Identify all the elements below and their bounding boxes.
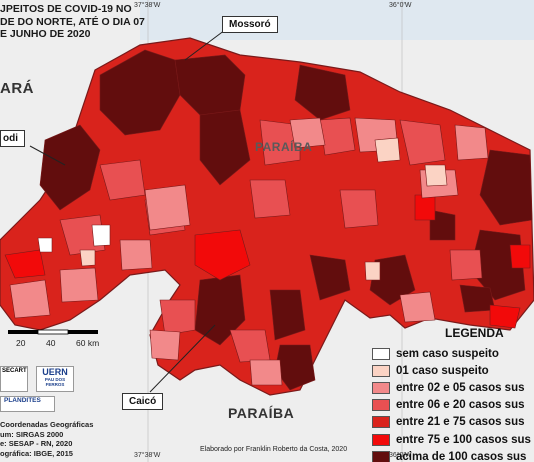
scale-bar: [8, 329, 98, 335]
credit-line-3: e: SESAP - RN, 2020: [0, 439, 73, 448]
credit-line-2: um: SIRGAS 2000: [0, 429, 64, 439]
legend-swatch: [372, 381, 390, 394]
legend-title: LEGENDA: [445, 326, 504, 340]
state-label-paraiba-north: PARAÍBA: [255, 140, 313, 154]
legend-item-02-05: entre 02 e 05 casos sus: [372, 379, 531, 396]
map-credits: Coordenadas Geográficas um: SIRGAS 2000 …: [0, 420, 93, 458]
author-credit: Elaborado por Franklin Roberto da Costa,…: [200, 446, 348, 453]
legend-item-75-100: entre 75 e 100 casos sus: [372, 431, 531, 448]
plandites-logo-text: PLANDITES: [4, 397, 41, 404]
scale-tick-60: 60 km: [76, 338, 100, 348]
legend-swatch: [372, 416, 390, 429]
credit-line-4: ográfica: IBGE, 2015: [0, 448, 73, 458]
legend-label: acima de 100 casos sus: [396, 450, 527, 462]
legend-swatch: [372, 364, 390, 377]
scale-tick-40: 40: [46, 338, 56, 348]
secart-logo-text: SECART: [2, 368, 27, 374]
legend-label: 01 caso suspeito: [396, 364, 489, 377]
municipios-sem-caso: [37, 224, 111, 253]
legend-item-06-20: entre 06 e 20 casos sus: [372, 397, 531, 414]
label-apodi: odi: [0, 130, 25, 147]
scale-tick-20: 20: [16, 338, 26, 348]
legend-item-01-caso: 01 caso suspeito: [372, 362, 531, 379]
credit-line-1: Coordenadas Geográficas: [0, 420, 94, 429]
legend-label: entre 06 e 20 casos sus: [396, 399, 525, 412]
legend-label: entre 02 e 05 casos sus: [396, 381, 525, 394]
leader-line-mossoro: [184, 29, 226, 61]
municipios-acima-100: [39, 49, 533, 391]
legend-label: sem caso suspeito: [396, 347, 499, 360]
leader-line-caico: [149, 324, 216, 393]
municipios-01-caso: [79, 137, 448, 281]
uern-logo-text: UERN: [42, 367, 68, 377]
ocean: [140, 0, 534, 40]
legend-item-sem-caso: sem caso suspeito: [372, 345, 531, 362]
legend: sem caso suspeito 01 caso suspeito entre…: [372, 345, 531, 462]
state-label-paraiba-south: PARAÍBA: [228, 405, 295, 421]
coord-top-right: 36°0'W: [389, 2, 412, 9]
label-mossoro: Mossoró: [222, 16, 278, 33]
legend-swatch: [372, 399, 390, 412]
label-caico: Caicó: [122, 393, 164, 410]
coord-bottom-left: 37°38'W: [134, 452, 161, 459]
title-line-2: DE DO NORTE, ATÉ O DIA 07: [0, 15, 145, 28]
title-line-3: E JUNHO DE 2020: [0, 28, 91, 40]
secart-logo: SECART: [0, 366, 28, 392]
plandites-logo: PLANDITES: [0, 396, 55, 412]
uern-logo: UERN PAU DOS FERROS: [36, 366, 74, 392]
municipios-02-05: [9, 117, 489, 386]
map-title: JPEITOS DE COVID-19 NO DE DO NORTE, ATÉ …: [0, 3, 150, 41]
leader-line-apodi: [29, 145, 66, 166]
coord-top-left: 37°38'W: [134, 2, 161, 9]
title-line-1: JPEITOS DE COVID-19 NO: [0, 3, 132, 15]
uern-logo-sub: PAU DOS FERROS: [44, 377, 66, 387]
legend-item-acima-100: acima de 100 casos sus: [372, 448, 531, 462]
legend-swatch: [372, 450, 390, 462]
legend-swatch: [372, 433, 390, 446]
state-label-ceara: ARÁ: [0, 80, 34, 97]
municipios-75-100: [4, 194, 531, 329]
coord-bottom-right: 36°0'W: [389, 452, 412, 459]
legend-label: entre 21 e 75 casos sus: [396, 416, 525, 429]
legend-item-21-75: entre 21 e 75 casos sus: [372, 414, 531, 431]
legend-swatch: [372, 347, 390, 360]
legend-label: entre 75 e 100 casos sus: [396, 433, 531, 446]
